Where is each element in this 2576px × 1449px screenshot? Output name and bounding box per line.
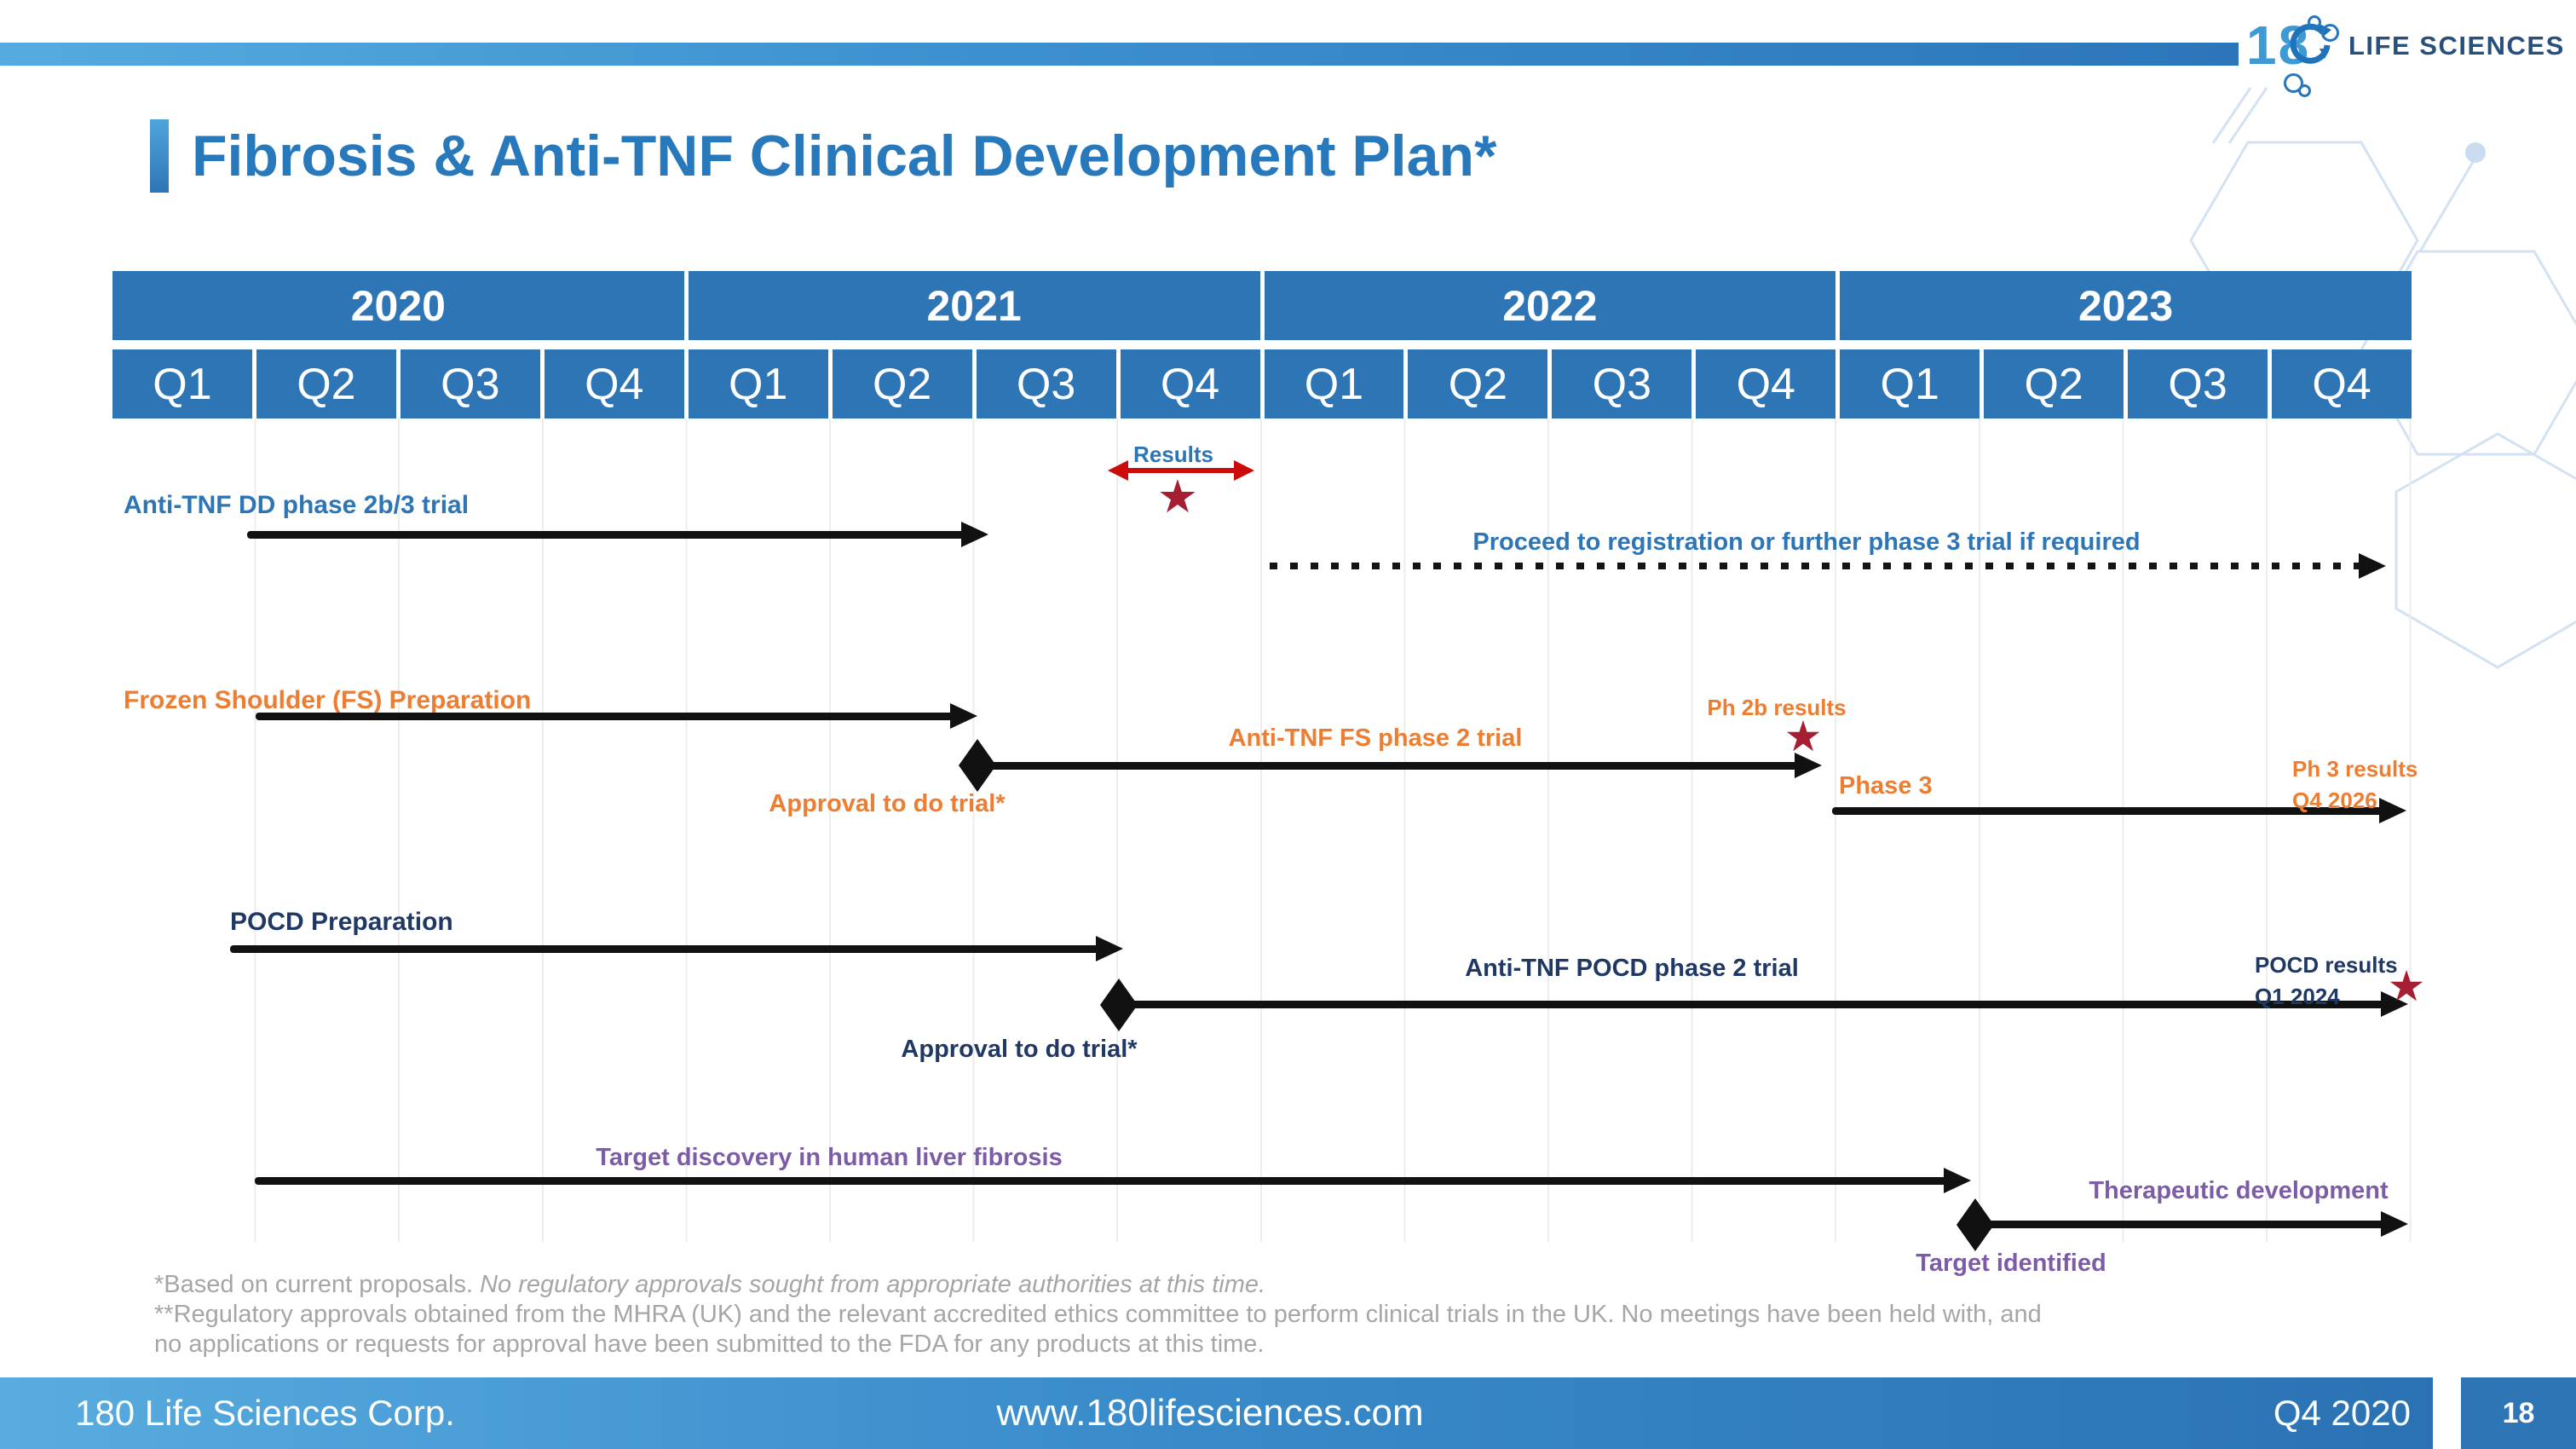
year-cell: 2020 (112, 271, 684, 340)
dd-results-range-left-arrowhead (1108, 460, 1128, 481)
pocd-trial-arrow (1130, 1001, 2384, 1008)
quarter-cell: Q3 (976, 349, 1116, 419)
target-discovery-arrowhead (1944, 1168, 1971, 1193)
quarter-cell: Q1 (1264, 349, 1404, 419)
page-number-badge: 18 (2461, 1377, 2576, 1449)
fs-phase3-arrow (1832, 807, 2383, 815)
pocd-prep-arrow (230, 945, 1099, 953)
year-cell: 2021 (688, 271, 1260, 340)
year-cell: 2023 (1840, 271, 2412, 340)
footnote-line-3: no applications or requests for approval… (154, 1331, 1265, 1358)
fs-trial-arrowhead (1795, 753, 1822, 778)
pocd-results-line1: POCD results (2255, 952, 2398, 978)
dd-trial-arrowhead (961, 522, 988, 547)
quarter-cell: Q1 (688, 349, 828, 419)
logo-180-number: 18 (2246, 14, 2311, 76)
quarter-cell: Q1 (1840, 349, 1980, 419)
footnotes: *Based on current proposals. No regulato… (154, 1270, 2042, 1360)
dd-trial-label: Anti-TNF DD phase 2b/3 trial (124, 491, 470, 519)
fs-prep-arrow (256, 713, 954, 720)
quarter-cell: Q3 (1552, 349, 1692, 419)
dd-results-star: ★ (1156, 471, 1199, 522)
therapeutic-development-arrow (1987, 1221, 2384, 1228)
quarter-cell: Q2 (256, 349, 396, 419)
footer-website: www.180lifesciences.com (996, 1392, 1424, 1434)
pocd-results-star: ★ (2387, 962, 2426, 1010)
quarter-cell: Q2 (1984, 349, 2124, 419)
title-accent-bar (150, 119, 169, 193)
quarter-cell: Q3 (2128, 349, 2268, 419)
fs-ph3-results-label: Ph 3 results Q4 2026 (2292, 753, 2418, 817)
fs-approval-label: Approval to do trial* (769, 790, 1006, 817)
dd-results-range (1125, 468, 1237, 473)
pocd-approval-label: Approval to do trial* (901, 1036, 1138, 1063)
pocd-trial-label: Anti-TNF POCD phase 2 trial (1465, 955, 1799, 982)
footnote-line-1: *Based on current proposals. No regulato… (154, 1271, 1266, 1298)
pocd-results-line2: Q1 2024 (2255, 984, 2340, 1009)
fs-ph2b-results-star: ★ (1784, 713, 1823, 760)
fs-ph3-results-line1: Ph 3 results (2292, 756, 2418, 782)
quarter-cell: Q4 (544, 349, 684, 419)
pocd-results-label: POCD results Q1 2024 (2255, 950, 2398, 1013)
fs-phase3-arrowhead (2379, 798, 2406, 823)
footer-date: Q4 2020 (2273, 1393, 2411, 1433)
timeline-year-row: 2020 2021 2022 2023 (112, 271, 2412, 340)
therapeutic-development-label: Therapeutic development (2089, 1177, 2389, 1204)
quarter-cell: Q1 (112, 349, 252, 419)
fs-trial-label: Anti-TNF FS phase 2 trial (1228, 724, 1523, 752)
quarter-cell: Q4 (2272, 349, 2412, 419)
quarter-cell: Q3 (400, 349, 540, 419)
logo-ring-small-top (2308, 15, 2321, 29)
logo-ring-bottom (2284, 73, 2303, 93)
quarter-cell: Q2 (832, 349, 972, 419)
dd-results-range-right-arrowhead (1234, 460, 1254, 481)
therapeutic-development-arrowhead (2381, 1211, 2408, 1237)
page-title: Fibrosis & Anti-TNF Clinical Development… (192, 124, 1497, 188)
footer-bar: 180 Life Sciences Corp. www.180lifescien… (0, 1377, 2433, 1449)
dd-trial-arrow (247, 531, 966, 539)
quarter-cell: Q4 (1696, 349, 1836, 419)
footnote-line-2: **Regulatory approvals obtained from the… (154, 1301, 2042, 1328)
gantt-grid (112, 419, 2412, 1242)
logo-wordmark: LIFE SCIENCES (2348, 31, 2565, 61)
pocd-prep-label: POCD Preparation (230, 908, 453, 936)
fs-ph3-results-line2: Q4 2026 (2292, 788, 2377, 813)
fs-ph2b-results-label: Ph 2b results (1707, 695, 1847, 720)
top-accent-bar (0, 43, 2239, 66)
pocd-prep-arrowhead (1096, 936, 1123, 961)
footnote-line-1-italic: No regulatory approvals sought from appr… (480, 1271, 1266, 1298)
fs-prep-arrowhead (950, 703, 977, 729)
quarter-cell: Q4 (1120, 349, 1260, 419)
dd-proceed-dotted-arrow (1270, 563, 2360, 569)
target-identified-label: Target identified (1916, 1250, 2106, 1277)
fs-prep-label: Frozen Shoulder (FS) Preparation (124, 686, 532, 714)
year-cell: 2022 (1264, 271, 1836, 340)
dd-proceed-arrowhead (2359, 553, 2386, 579)
logo-ring-bottom-small (2298, 84, 2311, 97)
fs-trial-arrow (988, 762, 1798, 770)
quarter-cell: Q2 (1408, 349, 1548, 419)
target-discovery-arrow (255, 1177, 1947, 1185)
dd-results-label: Results (1133, 442, 1213, 467)
fs-phase3-label: Phase 3 (1839, 772, 1933, 800)
dd-proceed-label: Proceed to registration or further phase… (1472, 528, 2141, 556)
footer-company-name: 180 Life Sciences Corp. (75, 1393, 455, 1433)
target-discovery-label: Target discovery in human liver fibrosis (596, 1144, 1063, 1171)
logo-ring-top-right (2321, 24, 2339, 42)
timeline-quarter-row: Q1 Q2 Q3 Q4 Q1 Q2 Q3 Q4 Q1 Q2 Q3 Q4 Q1 Q… (112, 349, 2412, 419)
pocd-trial-arrowhead (2381, 991, 2408, 1017)
